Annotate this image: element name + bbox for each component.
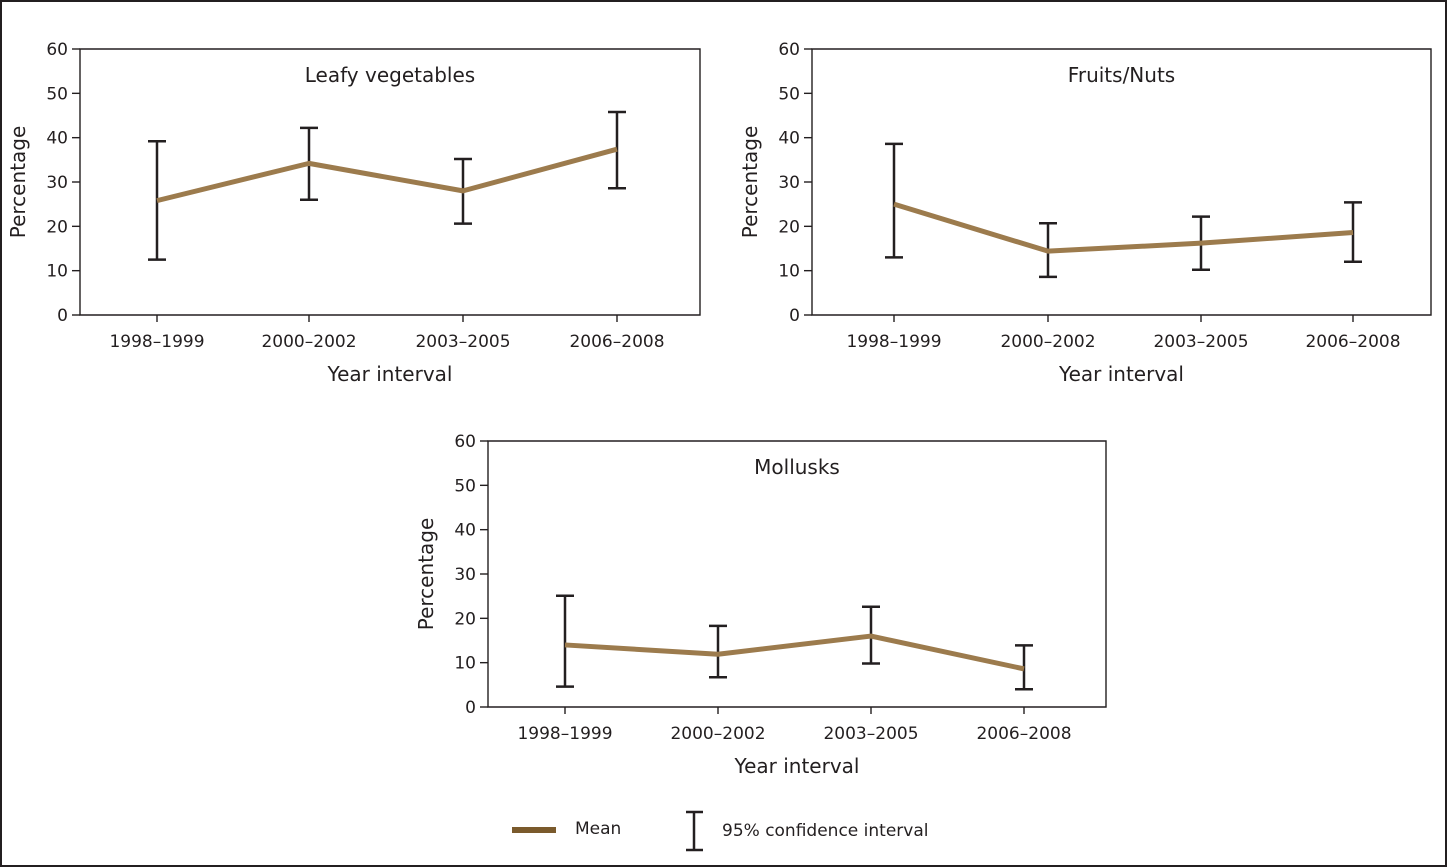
y-tick-label: 20 bbox=[46, 217, 68, 237]
y-tick-label: 20 bbox=[454, 609, 476, 629]
y-tick-label: 60 bbox=[454, 432, 476, 452]
y-tick-label: 50 bbox=[778, 84, 800, 104]
panel-leafy-vegetables: 0 10 20 30 40 50 60 1998–1999 2000–2002 2003–2005… bbox=[6, 40, 701, 386]
x-tick-label: 1998–1999 bbox=[109, 332, 204, 352]
x-tick-label: 2003–2005 bbox=[415, 332, 510, 352]
ci-error-bar bbox=[885, 142, 903, 259]
y-tick-label: 40 bbox=[454, 521, 476, 541]
ci-error-bar bbox=[709, 624, 727, 679]
y-tick-label: 60 bbox=[778, 40, 800, 60]
y-tick-label: 50 bbox=[46, 84, 68, 104]
x-axis-label: Year interval bbox=[1058, 362, 1184, 386]
x-axis-label: Year interval bbox=[327, 362, 453, 386]
y-tick-label: 20 bbox=[778, 217, 800, 237]
x-tick-label: 1998–1999 bbox=[517, 724, 612, 744]
ci-error-bar bbox=[556, 594, 574, 688]
ci-error-bar bbox=[1344, 201, 1362, 264]
x-tick-label: 1998–1999 bbox=[846, 332, 941, 352]
y-tick-label: 60 bbox=[46, 40, 68, 60]
y-tick-label: 10 bbox=[46, 262, 68, 282]
legend-mean-label: Mean bbox=[575, 819, 621, 839]
panel-mollusks: 0 10 20 30 40 50 60 1998–1999 2000–2002 2003–2005… bbox=[414, 432, 1107, 778]
legend-ci-label: 95% confidence interval bbox=[722, 821, 928, 841]
y-axis-label: Percentage bbox=[6, 126, 30, 239]
x-tick-label: 2000–2002 bbox=[261, 332, 356, 352]
x-tick-label: 2000–2002 bbox=[670, 724, 765, 744]
panel-title: Mollusks bbox=[754, 455, 840, 479]
y-tick-label: 30 bbox=[46, 173, 68, 193]
y-tick-label: 40 bbox=[778, 129, 800, 149]
y-tick-label: 0 bbox=[465, 698, 476, 718]
panel-title: Leafy vegetables bbox=[305, 63, 475, 87]
y-tick-label: 10 bbox=[454, 654, 476, 674]
x-tick-label: 2006–2008 bbox=[569, 332, 664, 352]
legend-ci-icon bbox=[686, 810, 703, 852]
mean-line bbox=[564, 633, 1025, 672]
y-tick-label: 50 bbox=[454, 476, 476, 496]
x-tick-label: 2006–2008 bbox=[1305, 332, 1400, 352]
panel-title: Fruits/Nuts bbox=[1068, 63, 1175, 87]
y-tick-label: 10 bbox=[778, 262, 800, 282]
y-tick-label: 0 bbox=[57, 306, 68, 326]
x-tick-label: 2003–2005 bbox=[1153, 332, 1248, 352]
panel-fruits-nuts: 0 10 20 30 40 50 60 1998–1999 2000–2002 2003–2005… bbox=[738, 40, 1432, 386]
y-axis-label: Percentage bbox=[738, 126, 762, 239]
x-tick-label: 2006–2008 bbox=[976, 724, 1071, 744]
y-tick-label: 0 bbox=[789, 306, 800, 326]
y-axis-label: Percentage bbox=[414, 518, 438, 631]
x-tick-label: 2000–2002 bbox=[1000, 332, 1095, 352]
x-tick-label: 2003–2005 bbox=[823, 724, 918, 744]
mean-line bbox=[156, 146, 618, 204]
legend: Mean 95% confidence interval bbox=[512, 810, 928, 852]
y-tick-label: 30 bbox=[778, 173, 800, 193]
y-tick-label: 40 bbox=[46, 129, 68, 149]
y-tick-label: 30 bbox=[454, 565, 476, 585]
mean-line bbox=[893, 201, 1354, 254]
x-axis-label: Year interval bbox=[734, 754, 860, 778]
